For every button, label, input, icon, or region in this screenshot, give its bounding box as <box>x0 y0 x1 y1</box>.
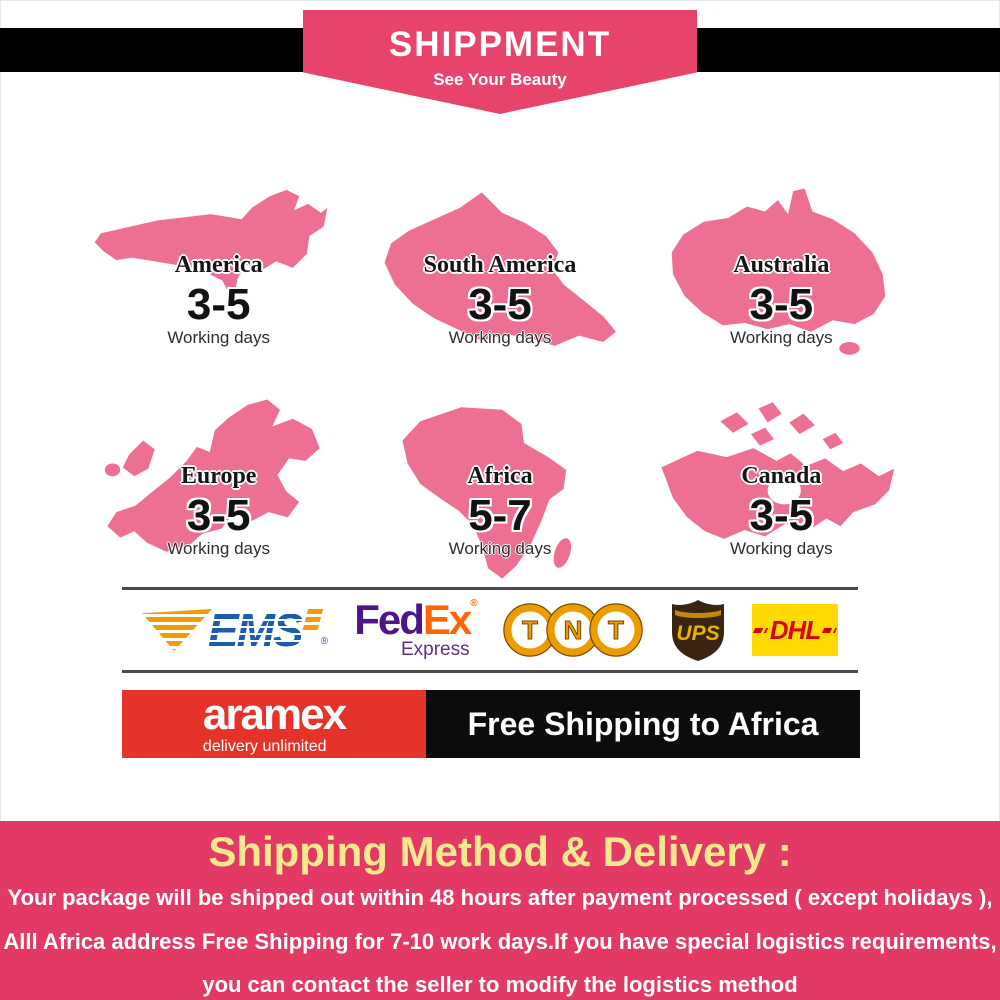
aramex-logo: aramex delivery unlimited <box>202 689 347 756</box>
free-shipping-panel: Free Shipping to Africa <box>426 690 860 758</box>
destination-america: America 3-5 Working days <box>78 170 359 381</box>
australia-map <box>671 188 885 355</box>
shipping-method-footer: Shipping Method & Delivery : Your packag… <box>0 821 1000 1000</box>
footer-title: Shipping Method & Delivery : <box>208 828 792 875</box>
aramex-logo-panel: aramex delivery unlimited <box>122 690 426 758</box>
tnt-logo: T N T <box>502 601 644 659</box>
free-shipping-text: Free Shipping to Africa <box>467 705 819 742</box>
carriers-strip: EMS ® FedEx® Express T N <box>122 587 858 673</box>
fedex-wordmark: FedEx® <box>354 596 478 643</box>
dhl-left-dashes-icon <box>752 627 768 633</box>
america-map <box>94 189 328 302</box>
svg-text:T: T <box>522 615 538 645</box>
europe-map <box>104 399 320 552</box>
ems-registered-mark: ® <box>320 636 329 647</box>
destination-africa: Africa 5-7 Working days <box>359 381 640 592</box>
africa-map <box>402 407 572 579</box>
footer-line-2: Alll Africa address Free Shipping for 7-… <box>3 928 997 954</box>
aramex-tagline: delivery unlimited <box>202 737 327 755</box>
footer-text-block: Your package will be shipped out within … <box>0 885 1000 998</box>
destination-south-america: South America 3-5 Working days <box>359 170 640 381</box>
fedex-fed-text: Fed <box>354 596 425 643</box>
ups-shield-icon: UPS <box>671 600 724 661</box>
ems-logo: EMS ® <box>142 607 328 653</box>
footer-line-3: you can contact the seller to modify the… <box>202 972 798 998</box>
aramex-banner: aramex delivery unlimited Free Shipping … <box>122 690 860 758</box>
footer-line-1: Your package will be shipped out within … <box>7 885 993 911</box>
ems-dashes-icon <box>301 609 323 633</box>
dhl-wordmark: DHL <box>769 615 821 645</box>
page-title: SHIPPMENT <box>388 25 612 64</box>
fedex-registered-mark: ® <box>470 598 478 609</box>
fedex-ex-text: Ex <box>422 596 472 643</box>
dhl-right-dashes-icon <box>822 627 838 633</box>
destination-canada: Canada 3-5 Working days <box>641 381 922 592</box>
tnt-circles-icon: T N T <box>502 603 643 657</box>
svg-text:UPS: UPS <box>676 622 719 645</box>
aramex-wordmark: aramex <box>202 689 347 739</box>
ems-wordmark: EMS <box>208 604 304 656</box>
fedex-logo: FedEx® Express <box>354 596 478 661</box>
south-america-map <box>384 192 617 346</box>
page-subtitle: See Your Beauty <box>433 70 567 89</box>
fedex-express-text: Express <box>400 639 470 660</box>
ups-logo: UPS <box>670 598 726 662</box>
header-ribbon: SHIPPMENT See Your Beauty <box>303 10 697 114</box>
svg-text:N: N <box>563 615 582 645</box>
destination-europe: Europe 3-5 Working days <box>78 381 359 592</box>
canada-map <box>661 402 894 539</box>
svg-text:T: T <box>608 615 624 645</box>
destination-australia: Australia 3-5 Working days <box>641 170 922 381</box>
ems-chevron-icon <box>142 609 212 651</box>
dhl-logo: DHL <box>751 604 838 656</box>
destinations-grid: America 3-5 Working days South America 3… <box>78 170 922 592</box>
